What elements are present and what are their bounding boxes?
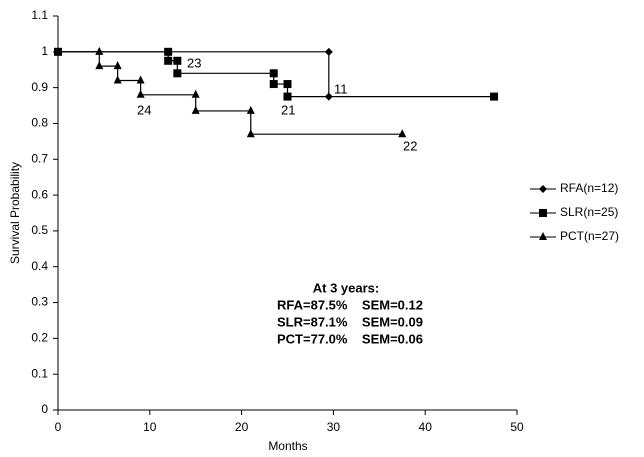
data-point <box>191 105 200 114</box>
data-point <box>95 61 104 70</box>
data-point <box>246 105 255 114</box>
summary-text: PCT=77.0% SEM=0.06 <box>277 331 423 346</box>
y-tick-label: 0.6 <box>31 187 48 201</box>
data-point <box>324 47 333 56</box>
data-point <box>398 129 407 138</box>
legend-marker <box>539 209 547 217</box>
y-tick-label: 0.4 <box>31 259 48 273</box>
data-point <box>191 89 200 98</box>
data-point <box>95 46 104 55</box>
data-point <box>269 69 278 78</box>
legend-label: SLR(n=25) <box>560 205 618 219</box>
y-tick-label: 0.2 <box>31 331 48 345</box>
summary-text: SLR=87.1% SEM=0.09 <box>277 314 423 329</box>
annotation: 22 <box>403 138 417 153</box>
summary-text: At 3 years: <box>313 280 379 295</box>
y-tick-label: 0 <box>41 402 48 416</box>
x-tick-label: 50 <box>510 420 524 434</box>
data-point <box>113 75 122 84</box>
data-point <box>54 46 62 55</box>
y-tick-label: 0.1 <box>31 366 48 380</box>
data-point <box>173 69 182 78</box>
summary-text: RFA=87.5% SEM=0.12 <box>277 297 423 312</box>
legend-marker <box>539 185 547 193</box>
y-tick-label: 0.8 <box>31 116 48 130</box>
y-tick-label: 1 <box>41 44 48 58</box>
legend-label: RFA(n=12) <box>560 181 618 195</box>
annotation: 21 <box>281 102 295 117</box>
y-tick-label: 1.1 <box>31 8 48 22</box>
data-point <box>283 92 292 101</box>
data-point <box>136 75 145 84</box>
x-tick-label: 30 <box>327 420 341 434</box>
y-axis-label: Survival Probability <box>8 162 22 264</box>
annotation: 11 <box>334 81 348 96</box>
data-point <box>490 92 499 101</box>
data-point <box>136 89 145 98</box>
x-tick-label: 20 <box>235 420 249 434</box>
data-point <box>173 56 182 65</box>
x-tick-label: 0 <box>55 420 62 434</box>
x-axis-label: Months <box>268 439 307 453</box>
data-point <box>246 129 255 138</box>
y-tick-label: 0.7 <box>31 151 48 165</box>
y-tick-label: 0.3 <box>31 295 48 309</box>
legend-label: PCT(n=27) <box>560 229 619 243</box>
x-tick-label: 40 <box>419 420 433 434</box>
data-point <box>164 56 173 65</box>
x-tick-label: 10 <box>143 420 157 434</box>
data-point <box>113 61 122 70</box>
data-point <box>283 80 292 89</box>
legend-marker <box>539 232 547 240</box>
y-tick-label: 0.9 <box>31 80 48 94</box>
y-tick-label: 0.5 <box>31 223 48 237</box>
series-line <box>58 51 495 98</box>
series-line <box>58 51 403 135</box>
data-point <box>164 47 173 56</box>
data-point <box>269 80 278 89</box>
annotation: 23 <box>187 55 201 70</box>
annotation: 24 <box>137 102 151 117</box>
